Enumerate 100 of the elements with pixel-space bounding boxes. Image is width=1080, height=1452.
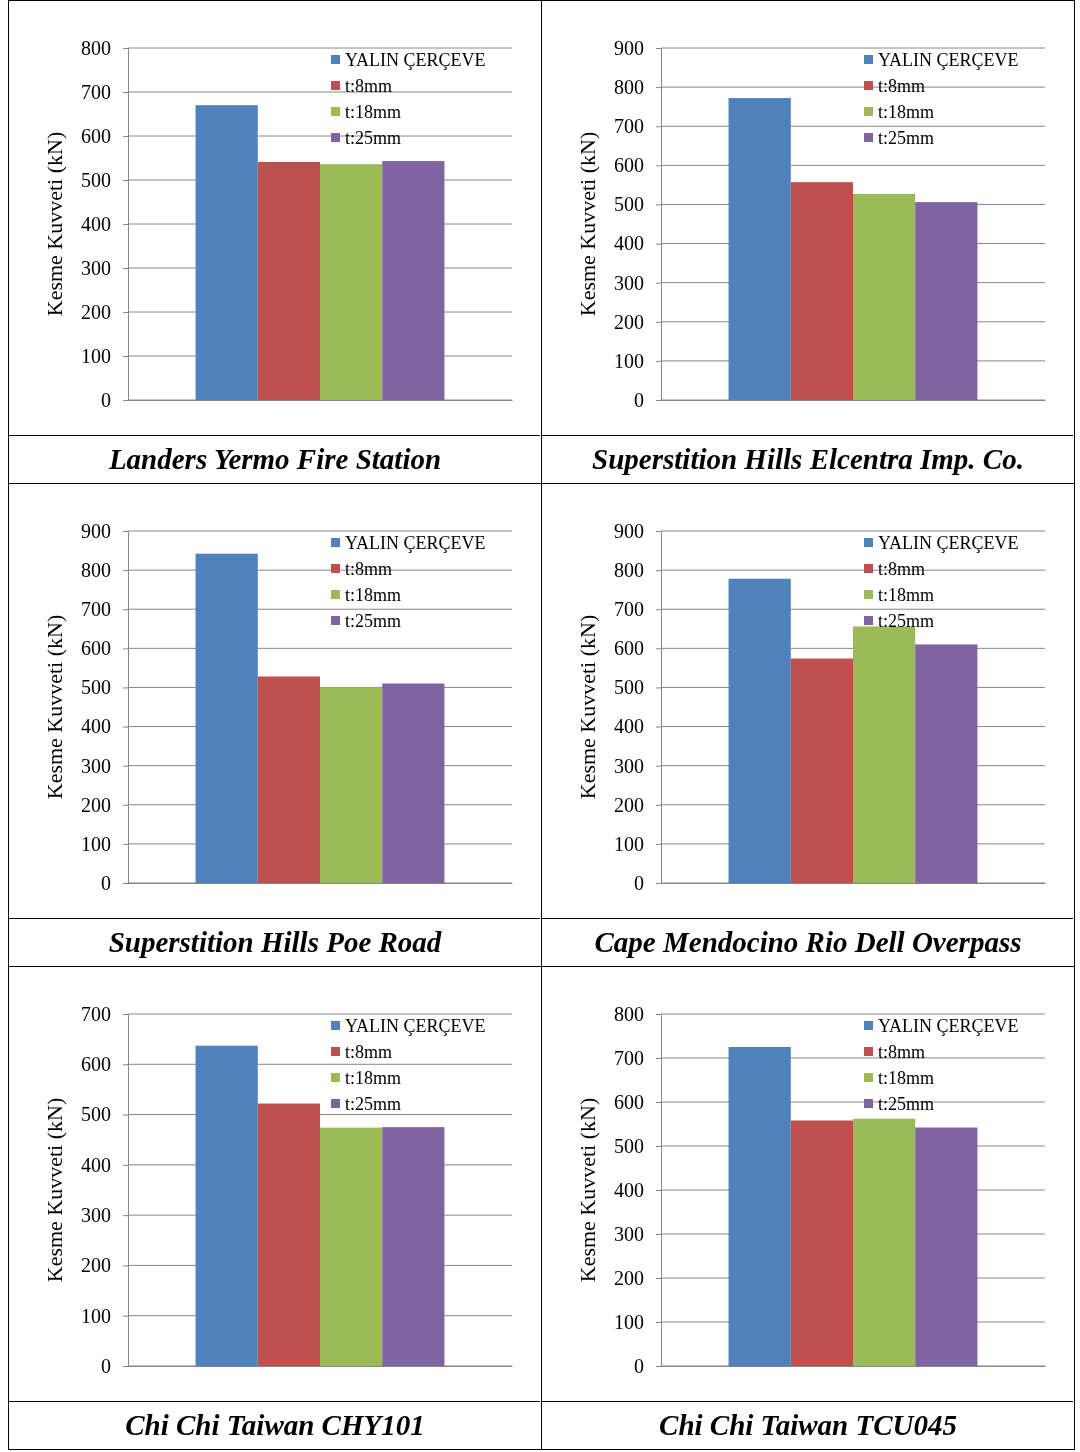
legend-label: t:8mm [345,1042,393,1063]
y-tick-label: 100 [614,349,644,372]
bar [790,658,853,883]
y-tick-label: 0 [101,871,111,894]
y-tick-label: 400 [81,1153,111,1176]
y-axis-title: Kesme Kuvveti (kN) [575,1097,600,1283]
y-tick-label: 200 [614,793,644,816]
legend-label: t:8mm [878,1042,926,1063]
y-tick-label: 500 [81,676,111,699]
legend-label: t:25mm [878,611,935,632]
bar [257,676,320,883]
legend-label: t:25mm [345,611,402,632]
legend-label: YALIN ÇERÇEVE [878,1016,1019,1037]
bar [195,105,258,400]
y-tick-label: 400 [81,212,111,235]
y-axis-title: Kesme Kuvveti (kN) [42,131,67,317]
y-tick-label: 900 [614,519,644,542]
y-tick-label: 500 [81,1103,111,1126]
bar [320,164,383,400]
y-tick-label: 600 [614,1090,644,1113]
text: Superstition Hills Poe Road [107,925,443,960]
bar [915,1127,978,1366]
y-tick-label: 600 [614,637,644,660]
y-tick-label: 300 [81,256,111,279]
y-tick-label: 700 [614,598,644,621]
y-tick-label: 200 [614,310,644,333]
y-tick-label: 500 [81,168,111,191]
y-tick-label: 700 [81,1002,111,1025]
legend-label: t:25mm [878,128,935,149]
bar [915,202,978,400]
y-tick-label: 600 [81,637,111,660]
legend-label: t:18mm [345,1068,402,1089]
y-tick-label: 400 [614,232,644,255]
y-tick-label: 500 [614,1134,644,1157]
legend-label: t:25mm [345,128,402,149]
text: Chi Chi Taiwan TCU045 [658,1408,958,1443]
legend-label: t:18mm [345,102,402,123]
y-tick-label: 800 [81,559,111,582]
y-tick-label: 500 [614,676,644,699]
y-axis-title: Kesme Kuvveti (kN) [42,614,67,800]
y-tick-label: 100 [614,832,644,855]
y-tick-label: 600 [614,154,644,177]
legend-label: t:25mm [345,1094,402,1115]
bar [853,193,916,400]
y-tick-label: 100 [81,1304,111,1327]
y-tick-label: 300 [614,754,644,777]
bar [257,1103,320,1366]
y-tick-label: 100 [81,344,111,367]
bar [790,182,853,400]
y-tick-label: 600 [81,1053,111,1076]
y-tick-label: 200 [614,1266,644,1289]
legend-label: YALIN ÇERÇEVE [878,533,1019,554]
y-tick-label: 800 [614,76,644,99]
y-tick-label: 200 [81,1254,111,1277]
y-tick-label: 300 [614,271,644,294]
legend-label: t:8mm [345,76,393,97]
y-tick-label: 300 [81,1204,111,1227]
y-tick-label: 900 [81,519,111,542]
y-tick-label: 900 [614,36,644,59]
legend-label: YALIN ÇERÇEVE [345,1016,486,1037]
y-tick-label: 600 [81,124,111,147]
legend-label: t:18mm [878,1068,935,1089]
bar [915,644,978,883]
y-tick-label: 0 [634,871,644,894]
y-tick-label: 400 [614,1178,644,1201]
y-tick-label: 300 [614,1222,644,1245]
y-tick-label: 0 [634,388,644,411]
text: Superstition Hills Elcentra Imp. Co. [591,442,1025,477]
bar [790,1120,853,1366]
text: Chi Chi Taiwan CHY101 [124,1408,426,1443]
text: Cape Mendocino Rio Dell Overpass [593,925,1023,960]
bar [382,1127,445,1366]
y-tick-label: 0 [101,1354,111,1377]
y-axis-title: Kesme Kuvveti (kN) [575,131,600,317]
y-tick-label: 400 [81,715,111,738]
legend-label: t:18mm [345,585,402,606]
text: Landers Yermo Fire Station [107,442,443,477]
y-tick-label: 800 [614,1002,644,1025]
legend-label: t:8mm [878,559,926,580]
y-tick-label: 700 [614,115,644,138]
legend-label: YALIN ÇERÇEVE [345,533,486,554]
y-tick-label: 800 [81,36,111,59]
bar [382,161,445,400]
y-tick-label: 200 [81,300,111,323]
y-tick-label: 100 [81,832,111,855]
bar [728,98,791,400]
y-tick-label: 200 [81,793,111,816]
legend-label: t:8mm [345,559,393,580]
y-tick-label: 700 [81,598,111,621]
y-tick-label: 0 [101,388,111,411]
y-tick-label: 800 [614,559,644,582]
y-tick-label: 100 [614,1310,644,1333]
bar [257,161,320,400]
bar [195,1045,258,1366]
legend-label: t:8mm [878,76,926,97]
y-axis-title: Kesme Kuvveti (kN) [575,614,600,800]
bar [320,687,383,883]
bar [853,1118,916,1366]
bar [728,578,791,883]
y-tick-label: 500 [614,193,644,216]
